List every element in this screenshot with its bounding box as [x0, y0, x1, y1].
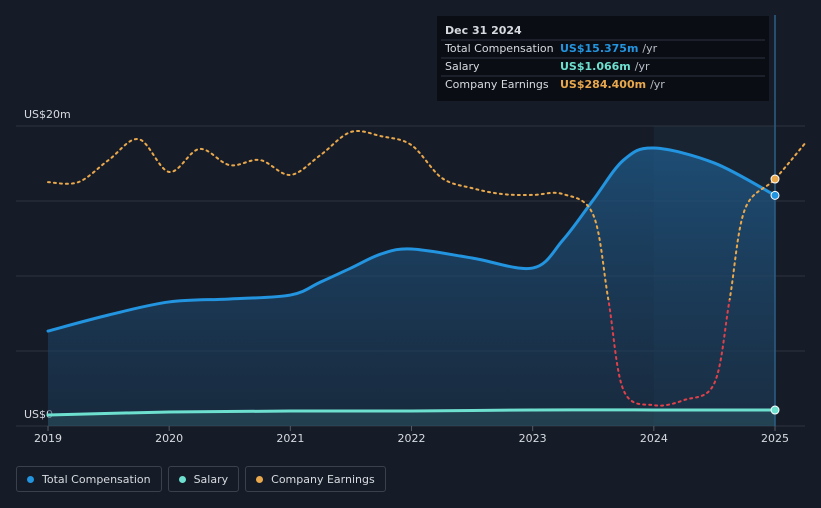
x-tick-label: 2019	[34, 432, 62, 445]
legend-item[interactable]: Salary	[167, 466, 240, 492]
line	[47, 129, 807, 407]
x-tick-label: 2023	[519, 432, 547, 445]
tooltip-label: Total Compensation	[444, 42, 554, 55]
y-tick-label: US$20m	[24, 108, 71, 121]
tooltip-title: Dec 31 2024	[445, 24, 522, 37]
area	[48, 148, 775, 426]
point	[770, 405, 780, 415]
legend-label: Total Compensation	[42, 472, 151, 486]
point	[770, 174, 780, 184]
tooltip-value: US$15.375m/yr	[560, 42, 658, 55]
x-tick-label: 2020	[155, 432, 183, 445]
tooltip-value-number: US$15.375m	[560, 42, 638, 55]
plot-layer	[46, 15, 807, 426]
legend: Total Compensation Salary Company Earnings	[16, 466, 386, 492]
point	[770, 190, 780, 200]
tooltip-value: US$284.400m/yr	[560, 78, 665, 91]
area	[48, 409, 775, 426]
tooltip-unit: /yr	[635, 60, 650, 73]
legend-item[interactable]: Total Compensation	[16, 466, 162, 492]
x-tick-label: 2021	[276, 432, 304, 445]
legend-swatch	[178, 475, 186, 483]
y-tick-label: US$0	[24, 408, 53, 421]
line	[46, 408, 777, 417]
tooltip-value-number: US$1.066m	[560, 60, 631, 73]
legend-label: Salary	[193, 472, 229, 486]
tooltip-unit: /yr	[650, 78, 665, 91]
legend-swatch	[27, 475, 34, 483]
x-tick-label: 2025	[761, 432, 789, 445]
tooltip-label: Salary	[445, 60, 480, 73]
legend-swatch	[256, 475, 264, 483]
tooltip-value: US$1.066m/yr	[560, 60, 650, 73]
tooltip-label: Company Earnings	[445, 78, 549, 91]
x-tick-label: 2024	[640, 432, 668, 445]
legend-item[interactable]: Company Earnings	[245, 466, 386, 492]
tooltip-value-number: US$284.400m	[560, 78, 646, 91]
x-tick-label: 2022	[398, 432, 426, 445]
legend-label: Company Earnings	[271, 472, 375, 486]
line	[46, 146, 777, 333]
tooltip-unit: /yr	[642, 42, 657, 55]
